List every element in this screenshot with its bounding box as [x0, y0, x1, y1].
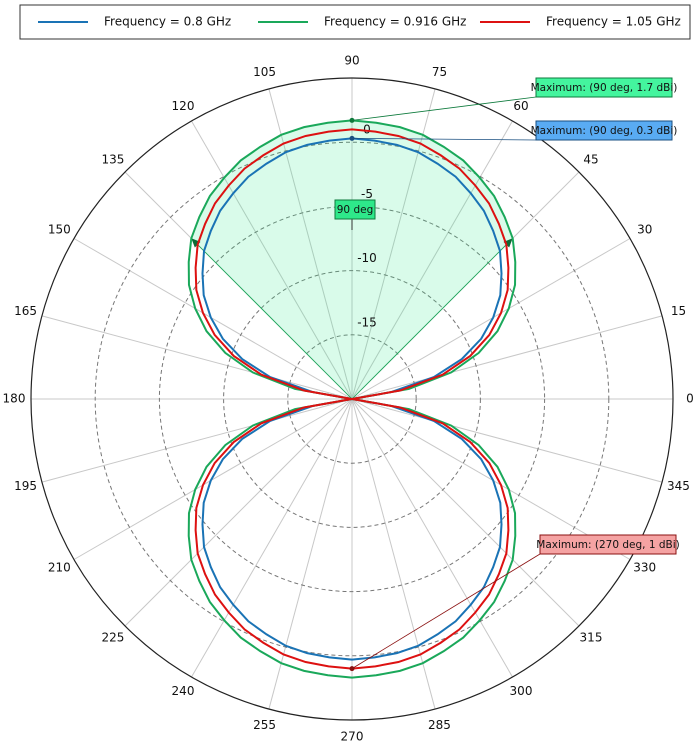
series-line: [194, 128, 510, 670]
spoke: [351, 398, 631, 560]
spoke: [351, 315, 663, 400]
grid-ring: [158, 205, 546, 593]
annotation-leader: [351, 137, 537, 141]
theta-tick-label: 255: [253, 718, 276, 732]
spoke: [191, 398, 353, 678]
theta-tick-label: 165: [14, 304, 37, 318]
legend-box: [19, 4, 691, 40]
theta-tick-label: 285: [428, 718, 451, 732]
theta-tick-label: 225: [102, 631, 125, 645]
annotation-marker: [349, 117, 355, 123]
r-tick-label: -5: [361, 187, 373, 201]
legend-label: Frequency = 0.916 GHz: [324, 15, 466, 29]
annotation-leader: [351, 553, 541, 669]
outer-ring: [30, 77, 674, 721]
theta-tick-label: 315: [580, 631, 603, 645]
spoke: [351, 398, 513, 678]
beamwidth-edge: [351, 238, 513, 400]
spoke: [351, 398, 436, 710]
annotation-text: Maximum: (90 deg, 1.7 dBi): [531, 82, 678, 94]
theta-tick-label: 195: [14, 479, 37, 493]
spoke: [351, 398, 580, 627]
theta-tick-label: 60: [513, 99, 528, 113]
theta-tick-label: 300: [510, 684, 533, 698]
legend-label: Frequency = 1.05 GHz: [546, 15, 681, 29]
theta-tick-label: 45: [583, 152, 598, 166]
theta-tick-label: 210: [48, 561, 71, 575]
annotation-marker: [349, 666, 355, 672]
grid-ring: [94, 141, 610, 657]
theta-tick-label: 75: [432, 65, 447, 79]
theta-tick-label: 135: [102, 152, 125, 166]
theta-tick-label: 0: [686, 392, 694, 406]
spoke: [41, 315, 353, 400]
annotation: Maximum: (90 deg, 1.7 dBi): [349, 77, 678, 123]
theta-tick-label: 180: [3, 392, 26, 406]
spoke: [351, 120, 513, 400]
annotation: Maximum: (270 deg, 1 dBi): [349, 534, 680, 672]
theta-tick-label: 270: [341, 730, 364, 744]
annotation-box: [535, 77, 673, 98]
grid-ring: [287, 334, 417, 464]
spoke: [73, 398, 353, 560]
annotation-leader: [351, 96, 537, 121]
beamwidth-edge: [191, 238, 353, 400]
theta-tick-label: 30: [637, 223, 652, 237]
annotation-box: [539, 534, 677, 555]
theta-tick-label: 240: [172, 684, 195, 698]
r-tick-label: -10: [357, 251, 377, 265]
spoke: [351, 88, 436, 400]
spoke: [191, 120, 353, 400]
r-tick-label: 0: [363, 123, 371, 137]
r-tick-label: -15: [357, 315, 377, 329]
theta-tick-label: 150: [48, 223, 71, 237]
theta-tick-label: 105: [253, 65, 276, 79]
spoke: [268, 88, 353, 400]
beamwidth-label: 90 deg: [337, 204, 374, 216]
annotation: Maximum: (90 deg, 0.3 dBi): [349, 120, 678, 141]
theta-tick-label: 345: [667, 479, 690, 493]
legend-label: Frequency = 0.8 GHz: [104, 15, 231, 29]
annotation-text: Maximum: (90 deg, 0.3 dBi): [531, 125, 678, 137]
grid-ring: [223, 270, 481, 528]
spoke: [351, 398, 663, 483]
spoke: [268, 398, 353, 710]
theta-tick-label: 15: [671, 304, 686, 318]
annotation-box: [535, 120, 673, 141]
beamwidth-arrow: [191, 238, 201, 248]
spoke: [41, 398, 353, 483]
beamwidth-area: [191, 120, 513, 399]
spoke: [73, 238, 353, 400]
annotation-text: Maximum: (270 deg, 1 dBi): [536, 539, 679, 551]
theta-tick-label: 120: [172, 99, 195, 113]
beamwidth-label-box: [334, 199, 376, 220]
theta-tick-label: 330: [633, 561, 656, 575]
annotation-marker: [349, 135, 355, 141]
spoke: [124, 398, 353, 627]
theta-tick-label: 90: [344, 54, 359, 68]
spoke: [351, 238, 631, 400]
beamwidth-arrow: [503, 238, 513, 248]
